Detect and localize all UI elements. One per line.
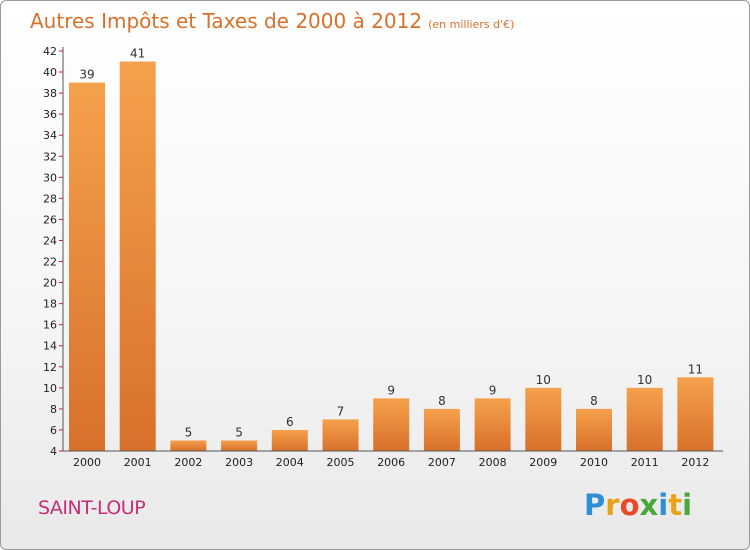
bar-2004 bbox=[271, 429, 308, 451]
y-tick-label: 8 bbox=[50, 403, 57, 416]
x-tick-label-2004: 2004 bbox=[276, 456, 304, 469]
logo-letter: x bbox=[639, 488, 659, 522]
bar-2008 bbox=[474, 398, 511, 451]
y-tick-label: 30 bbox=[43, 171, 57, 184]
x-tick-label-2008: 2008 bbox=[479, 456, 507, 469]
data-label-2004: 6 bbox=[286, 415, 294, 429]
data-label-2008: 9 bbox=[489, 383, 497, 397]
y-tick-label: 6 bbox=[50, 424, 57, 437]
y-tick-label: 24 bbox=[43, 234, 57, 247]
data-label-2000: 39 bbox=[79, 68, 94, 82]
data-label-2002: 5 bbox=[185, 425, 193, 439]
logo-letter: i bbox=[658, 488, 669, 522]
x-tick-label-2003: 2003 bbox=[225, 456, 253, 469]
bar-2012 bbox=[677, 377, 714, 451]
y-tick-label: 10 bbox=[43, 382, 57, 395]
bar-2007 bbox=[423, 408, 460, 451]
x-tick-label-2001: 2001 bbox=[124, 456, 152, 469]
x-tick-label-2002: 2002 bbox=[174, 456, 202, 469]
data-label-2012: 11 bbox=[688, 362, 703, 376]
y-tick-label: 4 bbox=[50, 445, 57, 458]
proxiti-logo[interactable]: Proxiti bbox=[584, 488, 692, 522]
y-tick-label: 12 bbox=[43, 361, 57, 374]
y-tick-label: 28 bbox=[43, 192, 57, 205]
bar-2002 bbox=[170, 440, 207, 451]
data-label-2006: 9 bbox=[387, 383, 395, 397]
x-tick-label-2006: 2006 bbox=[377, 456, 405, 469]
x-tick-label-2012: 2012 bbox=[681, 456, 709, 469]
logo-letter: i bbox=[682, 488, 693, 522]
x-tick-label-2011: 2011 bbox=[631, 456, 659, 469]
y-tick-label: 38 bbox=[43, 87, 57, 100]
y-tick-label: 18 bbox=[43, 298, 57, 311]
bars: 39 41 5 5 6 7 9 8 9 10 8 10 11 bbox=[69, 47, 714, 452]
logo-letter: r bbox=[605, 488, 620, 522]
bar-2009 bbox=[525, 387, 562, 451]
data-label-2009: 10 bbox=[536, 373, 551, 387]
chart-title: Autres Impôts et Taxes de 2000 à 2012 (en… bbox=[30, 9, 514, 33]
data-label-2011: 10 bbox=[637, 373, 652, 387]
x-tick-label-2009: 2009 bbox=[529, 456, 557, 469]
x-axis: 2000 2001 2002 2003 2004 2005 2006 2007 2008 2009… bbox=[63, 450, 723, 469]
bar-2010 bbox=[576, 408, 612, 451]
y-tick-label: 34 bbox=[43, 129, 57, 142]
data-label-2003: 5 bbox=[235, 425, 243, 439]
bar-2003 bbox=[221, 440, 258, 451]
bar-2001 bbox=[119, 61, 156, 452]
y-tick-label: 20 bbox=[43, 277, 57, 290]
logo-letter: t bbox=[668, 488, 683, 522]
data-label-2005: 7 bbox=[337, 404, 345, 418]
y-tick-label: 32 bbox=[43, 150, 57, 163]
bar-2011 bbox=[626, 387, 663, 451]
y-axis: 4 6 8 10 12 14 16 18 20 22 24 26 28 30 32 34 36 38 40 42 bbox=[43, 45, 64, 458]
logo-letter: P bbox=[584, 488, 606, 522]
data-label-2007: 8 bbox=[438, 394, 446, 408]
data-label-2001: 41 bbox=[130, 47, 145, 61]
data-label-2010: 8 bbox=[590, 394, 598, 408]
y-tick-label: 22 bbox=[43, 256, 57, 269]
logo-letter: o bbox=[619, 488, 640, 522]
y-tick-label: 16 bbox=[43, 319, 57, 332]
bar-2006 bbox=[373, 398, 410, 451]
chart-title-text: Autres Impôts et Taxes de 2000 à 2012 bbox=[30, 9, 423, 33]
chart-subtitle: (en milliers d'€) bbox=[428, 18, 515, 31]
y-tick-label: 42 bbox=[43, 45, 57, 58]
bar-2005 bbox=[322, 419, 359, 451]
y-tick-label: 36 bbox=[43, 108, 57, 121]
x-tick-label-2005: 2005 bbox=[327, 456, 355, 469]
commune-name: SAINT-LOUP bbox=[38, 497, 146, 519]
y-tick-label: 14 bbox=[43, 340, 57, 353]
y-tick-label: 40 bbox=[43, 66, 57, 79]
bar-2000 bbox=[69, 82, 105, 451]
x-tick-label-2000: 2000 bbox=[73, 456, 101, 469]
x-tick-label-2010: 2010 bbox=[580, 456, 608, 469]
x-tick-label-2007: 2007 bbox=[428, 456, 456, 469]
y-tick-label: 26 bbox=[43, 213, 57, 226]
